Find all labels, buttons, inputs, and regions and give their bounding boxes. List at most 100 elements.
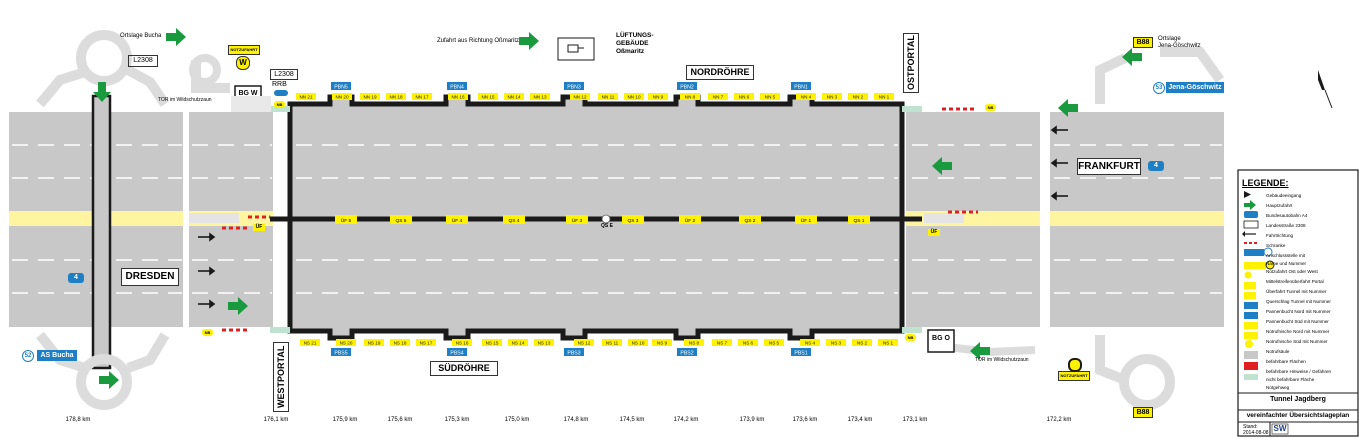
svg-text:NS 1: NS 1 — [883, 340, 894, 345]
breakdown-north-4: PBN2 — [677, 82, 697, 90]
breakdown-north-3: PBN3 — [564, 82, 584, 90]
legend-item-2: Hauptzufahrt — [1266, 203, 1293, 208]
svg-text:NN 16: NN 16 — [451, 94, 464, 99]
svg-text:NS 21: NS 21 — [304, 340, 317, 345]
direction-dresden: DRESDEN — [121, 268, 179, 286]
svg-text:NS 18: NS 18 — [394, 340, 407, 345]
ortslage-jena: Ortslage Jena-Göschwitz — [1158, 36, 1201, 49]
svg-text:NS 20: NS 20 — [340, 340, 353, 345]
as-jena-label: Jena-Göschwitz — [1166, 82, 1224, 93]
svg-text:NN 17: NN 17 — [415, 94, 428, 99]
niche-south-2: NS 20 — [336, 339, 356, 346]
km-label-12: 173,4 km — [848, 417, 873, 423]
km-label-13: 173,1 km — [903, 417, 928, 423]
legend-item-21: Notgehweg — [1266, 385, 1290, 390]
niche-south-18: NS 4 — [800, 339, 820, 346]
niche-south-8: NS 14 — [508, 339, 528, 346]
legend-item-4: Landesstraße 2308 — [1266, 223, 1306, 228]
km-label-5: 175,3 km — [445, 417, 470, 423]
crossing-10: QS 1 — [854, 218, 865, 224]
niche-south-3: NS 19 — [364, 339, 384, 346]
svg-text:NS 14: NS 14 — [512, 340, 525, 345]
legend-item-20: nicht befahrbare Fläche — [1266, 377, 1315, 382]
lueftungsgebaeude-label: LÜFTUNGS- GEBÄUDE Oßmaritz — [616, 32, 654, 55]
notzufahrt-west: NOTZUFAHRT — [228, 45, 260, 55]
zufahrt-label: Zufahrt aus Richtung Oßmaritz — [437, 38, 520, 44]
uf-east: ÜF — [928, 229, 940, 236]
niche-south-6: NS 16 — [452, 339, 472, 346]
direction-frankfurt: FRANKFURT — [1077, 158, 1141, 175]
niche-north-11: NN 11 — [598, 93, 618, 100]
svg-text:NS 7: NS 7 — [717, 340, 728, 345]
svg-text:PBN4: PBN4 — [450, 84, 464, 90]
niche-north-4: NN 18 — [386, 93, 406, 100]
svg-text:PBS5: PBS5 — [334, 350, 347, 356]
north-tube-label: NORDRÖHRE — [686, 65, 754, 80]
ortslage-bucha: Ortslage Bucha — [120, 33, 162, 39]
svg-text:NN 20: NN 20 — [335, 94, 348, 99]
niche-north-21: NN 1 — [874, 93, 894, 100]
svg-text:NN 18: NN 18 — [389, 94, 402, 99]
niche-south-17: NS 5 — [764, 339, 784, 346]
nb-east-north: NB — [985, 104, 996, 111]
a4-shield-west: 4 — [74, 274, 78, 281]
svg-text:NS 11: NS 11 — [606, 340, 619, 345]
svg-text:NS 10: NS 10 — [632, 340, 645, 345]
km-labels: 178,8 km 176,1 km 175,9 km 175,6 km 175,3 km… — [66, 417, 1072, 423]
legend-item-15: Notrufnische Nord mit Nummer — [1266, 329, 1330, 334]
breakdown-north-5: PBN1 — [791, 82, 811, 90]
svg-text:NN 19: NN 19 — [363, 94, 376, 99]
tor-west-label: TOR im Wildschutzzaun — [158, 97, 212, 103]
nb-west-north: NB — [274, 101, 285, 108]
legend-item-16: Notrufnische Süd mit Nummer — [1266, 339, 1328, 344]
niche-south-14: NS 8 — [684, 339, 704, 346]
rrb-label: RRB — [272, 81, 287, 88]
crossing-9: ÜF 1 — [801, 217, 812, 224]
south-tube-label: SÜDRÖHRE — [430, 361, 498, 376]
km-label-4: 175,6 km — [388, 417, 413, 423]
svg-text:NN 7: NN 7 — [713, 94, 724, 99]
niche-north-19: NN 3 — [822, 93, 842, 100]
niche-south-13: NS 9 — [652, 339, 672, 346]
breakdown-north-1: PBN5 — [331, 82, 351, 90]
svg-text:NN 11: NN 11 — [602, 94, 615, 99]
legend-item-17: Notrufsäule — [1266, 349, 1290, 354]
nb-west-south: NB — [202, 329, 213, 336]
bg-w-label: BG W — [238, 90, 258, 97]
niche-north-17: NN 5 — [760, 93, 780, 100]
legend-item-3: Bundesautobahn A4 — [1266, 213, 1308, 218]
logo: SW — [1273, 424, 1287, 433]
direction-arrows — [198, 125, 1068, 309]
svg-text:NS 15: NS 15 — [486, 340, 499, 345]
breakdown-south-3: PBS3 — [564, 348, 584, 356]
tunnel-name: Tunnel Jagdberg — [1270, 396, 1326, 403]
crossing-6: QS 3 — [628, 218, 639, 224]
svg-text:NS 12: NS 12 — [578, 340, 591, 345]
legend-item-19: befahrbare Hinweise / Gefahren — [1266, 369, 1332, 374]
legend-item-12: Querschlag Tunnel mit Nummer — [1266, 299, 1331, 304]
svg-text:NN 2: NN 2 — [853, 94, 864, 99]
legend-item-14: Pannenbucht Süd mit Nummer — [1266, 319, 1329, 324]
legend-item-13: Pannenbucht Nord mit Nummer — [1266, 309, 1331, 314]
niche-south-21: NS 1 — [878, 339, 898, 346]
niche-north-6: NN 16 — [448, 93, 468, 100]
niche-north-13: NN 9 — [648, 93, 668, 100]
legend-item-7: Anschlussstelle mit — [1266, 253, 1306, 258]
breakdown-south-2: PBS4 — [447, 348, 467, 356]
as-bucha-number: 52 — [22, 350, 34, 362]
niche-south-15: NS 7 — [712, 339, 732, 346]
legend-item-5: Fahrtrichtung — [1266, 233, 1294, 238]
crossing-labels: ÜF 5 QS 5 ÜF 4 QS 4 ÜF 3 QS 3 ÜF 2 QS 2 ÜF 1 QS 1 — [341, 217, 865, 224]
niche-south-9: NS 13 — [534, 339, 554, 346]
niches-north: NN 21 NN 20 NN 19 NN 18 NN 17 NN 16 NN 15 NN 14… — [296, 93, 894, 100]
svg-text:NN 12: NN 12 — [573, 94, 586, 99]
crossing-2: QS 5 — [396, 218, 407, 224]
east-portal-label: OSTPORTAL — [903, 33, 919, 93]
nb-east-south: NB — [905, 334, 916, 341]
niche-north-14: NN 8 — [680, 93, 700, 100]
breakdown-bays-north: PBN5 PBN4 PBN3 PBN2 PBN1 — [331, 82, 811, 90]
svg-text:NN 3: NN 3 — [827, 94, 838, 99]
legend-item-11: Überfahrt Tunnel mit Nummer — [1266, 289, 1327, 294]
niche-north-15: NN 7 — [708, 93, 728, 100]
